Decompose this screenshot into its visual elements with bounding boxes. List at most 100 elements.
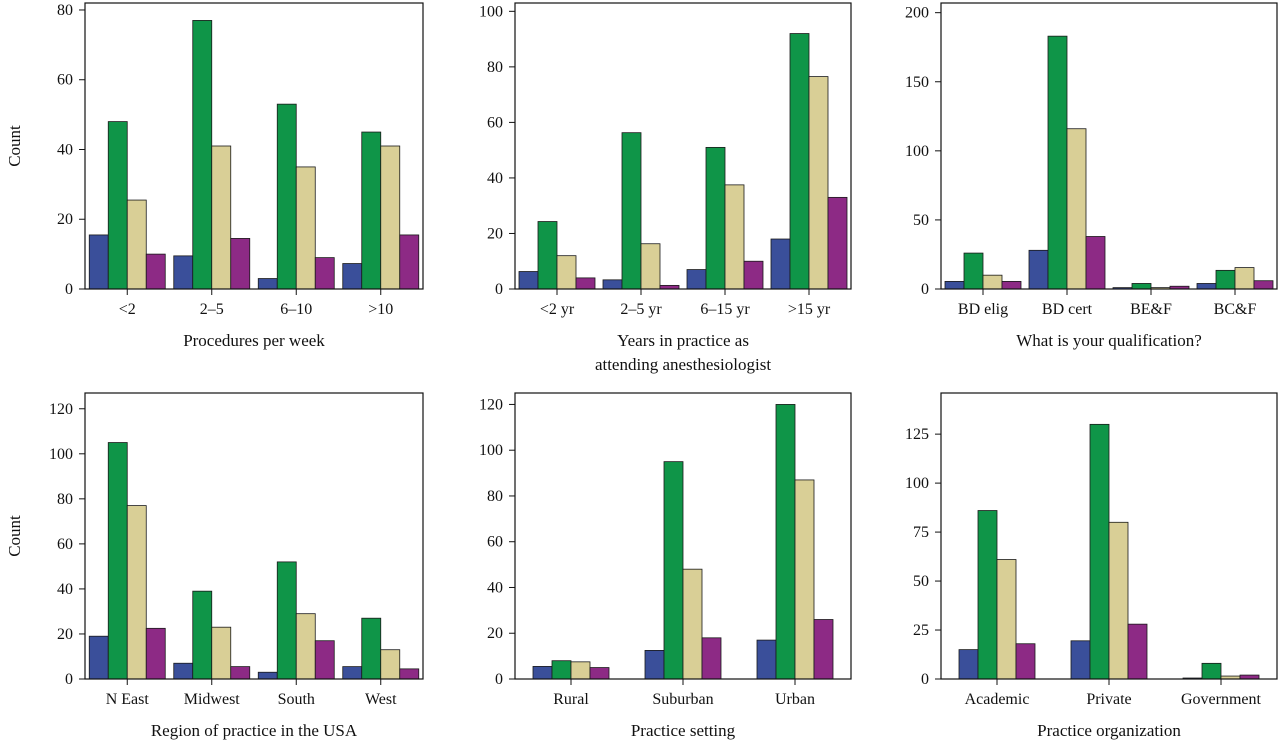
x-tick-label: Government bbox=[1181, 691, 1262, 708]
x-tick-label: Private bbox=[1086, 691, 1131, 708]
bar bbox=[342, 263, 363, 290]
bar bbox=[399, 668, 420, 680]
bar bbox=[705, 146, 726, 290]
y-tick-label: 0 bbox=[65, 281, 73, 298]
axes-frame bbox=[940, 2, 1278, 290]
chart-panel-4: N East Midwest South West 0 20 40 60 80 100 120 Cou… bbox=[5, 392, 424, 740]
bar bbox=[1131, 283, 1152, 290]
chart-panel-5: Rural Suburban Urban 0 20 40 60 80 100 120 Practic… bbox=[479, 392, 852, 740]
bar bbox=[1015, 643, 1036, 680]
x-tick-label: >10 bbox=[368, 301, 393, 318]
bar bbox=[724, 184, 745, 290]
y-tick-label: 100 bbox=[49, 446, 73, 463]
x-axis-label: What is your qualification? bbox=[1016, 331, 1202, 350]
chart-panel-3: BD elig BD cert BE&F BC&F 0 50 100 150 200 What i… bbox=[905, 2, 1278, 350]
y-tick-label: 100 bbox=[905, 143, 929, 160]
bar bbox=[537, 221, 558, 290]
y-tick-label: 60 bbox=[57, 536, 73, 553]
axes-frame bbox=[940, 392, 1278, 680]
bar bbox=[1108, 521, 1129, 680]
y-tick-label: 60 bbox=[487, 534, 503, 551]
bar bbox=[361, 617, 382, 680]
y-tick-label: 75 bbox=[913, 524, 929, 541]
bar bbox=[944, 280, 965, 290]
bar bbox=[789, 33, 810, 290]
bar bbox=[589, 667, 610, 680]
bar bbox=[963, 252, 984, 290]
bar bbox=[532, 666, 553, 680]
axes-frame bbox=[84, 2, 424, 290]
bar bbox=[1215, 269, 1236, 290]
bar bbox=[996, 559, 1017, 680]
bar bbox=[230, 238, 251, 290]
x-axis-label: attending anesthesiologist bbox=[595, 355, 771, 374]
bar bbox=[1085, 236, 1106, 290]
y-tick-label: 20 bbox=[57, 211, 73, 228]
bar bbox=[551, 660, 572, 680]
y-tick-label: 40 bbox=[487, 170, 503, 187]
y-tick-label: 0 bbox=[495, 671, 503, 688]
y-tick-label: 120 bbox=[479, 396, 503, 413]
chart-panel-2: <2 yr 2–5 yr 6–15 yr >15 yr 0 20 40 60 80 100 Year… bbox=[479, 2, 852, 374]
x-tick-label: <2 bbox=[119, 301, 136, 318]
y-tick-label: 100 bbox=[905, 475, 929, 492]
x-axis-label: Practice setting bbox=[631, 721, 736, 740]
y-tick-label: 60 bbox=[57, 72, 73, 89]
x-tick-label: N East bbox=[106, 691, 150, 708]
bar bbox=[644, 650, 665, 680]
bar bbox=[1066, 128, 1087, 290]
bar bbox=[295, 613, 316, 680]
y-tick-label: 20 bbox=[57, 626, 73, 643]
bar bbox=[88, 234, 109, 290]
bar bbox=[686, 269, 707, 290]
x-tick-label: BD elig bbox=[958, 301, 1008, 318]
bar bbox=[1127, 623, 1148, 680]
y-tick-label: 20 bbox=[487, 625, 503, 642]
bar bbox=[230, 666, 251, 680]
axes-frame bbox=[84, 392, 424, 680]
axes-frame bbox=[514, 2, 852, 290]
x-tick-label: Suburban bbox=[652, 691, 713, 708]
chart-panel-6: Academic Private Government 0 25 50 75 100 125 Pr… bbox=[905, 392, 1278, 740]
y-tick-label: 80 bbox=[487, 59, 503, 76]
bar bbox=[770, 238, 791, 290]
bar bbox=[682, 568, 703, 680]
x-tick-label: BC&F bbox=[1214, 301, 1257, 318]
x-axis-label: Practice organization bbox=[1037, 721, 1181, 740]
bar bbox=[276, 561, 297, 680]
bar bbox=[145, 627, 166, 680]
bar bbox=[399, 234, 420, 290]
bar bbox=[518, 271, 539, 290]
bar bbox=[1201, 662, 1222, 680]
bar bbox=[1196, 283, 1217, 290]
x-tick-label: BE&F bbox=[1130, 301, 1172, 318]
y-axis-label: Count bbox=[5, 515, 24, 557]
bar bbox=[145, 253, 166, 290]
y-tick-label: 20 bbox=[487, 225, 503, 242]
bar bbox=[663, 461, 684, 680]
x-tick-label: 6–15 yr bbox=[700, 301, 750, 318]
bar bbox=[380, 145, 401, 290]
y-tick-label: 200 bbox=[905, 5, 929, 22]
bar bbox=[192, 590, 213, 680]
y-tick-label: 0 bbox=[495, 281, 503, 298]
bar bbox=[173, 662, 194, 680]
bar bbox=[1234, 267, 1255, 290]
y-tick-label: 0 bbox=[65, 671, 73, 688]
y-tick-label: 0 bbox=[921, 281, 929, 298]
bar bbox=[575, 277, 596, 290]
bar bbox=[257, 671, 278, 680]
bar bbox=[813, 619, 834, 680]
bar bbox=[701, 637, 722, 680]
bar bbox=[1047, 35, 1068, 290]
chart-panel-1: <2 2–5 6–10 >10 0 20 40 60 80 Count Procedures per… bbox=[5, 2, 424, 350]
y-tick-label: 40 bbox=[57, 581, 73, 598]
x-tick-label: 6–10 bbox=[280, 301, 312, 318]
bar bbox=[173, 255, 194, 290]
bar bbox=[192, 20, 213, 290]
y-tick-label: 40 bbox=[487, 579, 503, 596]
bar bbox=[977, 510, 998, 680]
y-tick-label: 100 bbox=[479, 3, 503, 20]
bar bbox=[107, 442, 128, 680]
